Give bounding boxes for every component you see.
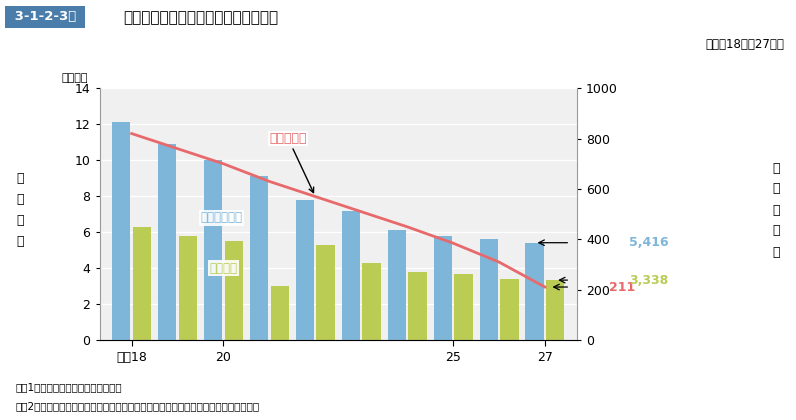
Text: 211: 211 [609, 281, 635, 294]
Bar [224, 241, 243, 340]
Text: グループ数: グループ数 [269, 132, 314, 193]
Text: うち少年: うち少年 [209, 262, 238, 275]
Bar [158, 144, 177, 340]
Bar [317, 245, 335, 340]
Text: 3,338: 3,338 [629, 273, 668, 286]
Bar [500, 279, 518, 340]
Text: （平成18年～27年）: （平成18年～27年） [705, 38, 784, 51]
Text: 3-1-2-3図: 3-1-2-3図 [10, 10, 80, 24]
Text: （千人）: （千人） [61, 73, 88, 83]
Bar [296, 200, 314, 340]
Bar [525, 243, 544, 340]
Bar [434, 236, 452, 340]
Bar [479, 239, 498, 340]
Text: 2　共同危険型暴走族（爆音を伴う暴走等を集団で行う暴走族をいう。）に限る。: 2 共同危険型暴走族（爆音を伴う暴走等を集団で行う暴走族をいう。）に限る。 [16, 401, 260, 411]
Text: 構
成
員
数: 構 成 員 数 [16, 172, 24, 248]
Text: 暴走族構成員: 暴走族構成員 [201, 211, 243, 224]
Bar [179, 236, 197, 340]
Bar [362, 263, 380, 340]
Bar [388, 231, 406, 340]
Bar [546, 280, 564, 340]
Bar [133, 227, 151, 340]
Bar [408, 272, 427, 340]
Bar [341, 210, 360, 340]
Bar [271, 286, 289, 340]
Text: 5,416: 5,416 [629, 236, 669, 249]
Text: 注　1　警察庁交通局の資料による。: 注 1 警察庁交通局の資料による。 [16, 382, 123, 392]
Bar [204, 160, 222, 340]
Bar [112, 122, 131, 340]
Text: 暴走族の構成員数・グループ数の推移: 暴走族の構成員数・グループ数の推移 [123, 10, 279, 26]
Bar [455, 273, 473, 340]
Bar [250, 176, 268, 340]
Text: グ
ル
ー
プ
数: グ ル ー プ 数 [772, 162, 780, 258]
